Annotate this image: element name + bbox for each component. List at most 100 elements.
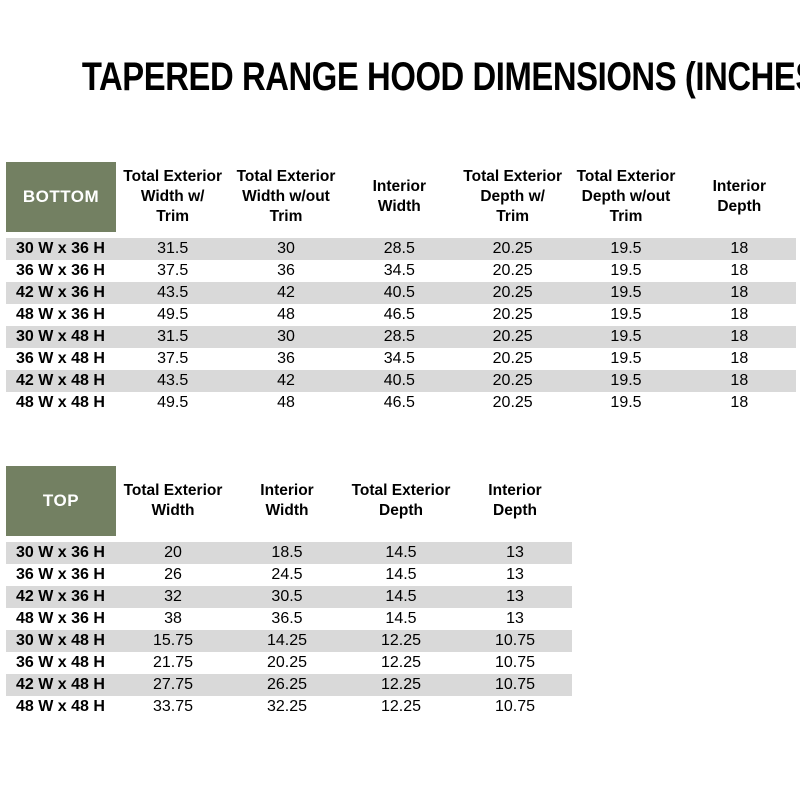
value-cell: 14.25 [266,632,308,649]
value-cell: 13 [506,566,524,583]
table-row: 36 W x 48 H 37.5 36 34.5 20.25 19.5 18 [6,348,796,370]
value-cell: 20 [164,544,182,561]
value-cell: 10.75 [494,632,536,649]
value-cell: 20.25 [492,328,533,345]
table-row: 42 W x 48 H 27.75 26.25 12.25 10.75 [6,674,572,696]
value-cell: 19.5 [610,306,642,323]
value-cell: 30.5 [271,588,303,605]
row-label: 36 W x 48 H [16,654,105,671]
row-label: 30 W x 36 H [16,544,105,561]
value-cell: 14.5 [385,588,417,605]
value-cell: 20.25 [492,350,533,367]
column-header: Total Exterior Width w/out Trim [236,167,336,226]
value-cell: 18 [730,284,749,301]
value-cell: 36 [277,350,295,367]
column-header: Total Exterior Depth w/Trim [463,167,563,226]
column-header: Total Exterior Depth w/out Trim [576,167,676,226]
value-cell: 36.5 [271,610,303,627]
value-cell: 10.75 [494,654,536,671]
value-cell: 42 [277,284,295,301]
value-cell: 32.25 [266,698,308,715]
column-header: Interior Width [260,481,314,519]
value-cell: 20.25 [492,394,533,411]
value-cell: 49.5 [157,394,189,411]
value-cell: 18 [730,306,749,323]
table-row: 36 W x 48 H 21.75 20.25 12.25 10.75 [6,652,572,674]
value-cell: 12.25 [380,698,422,715]
value-cell: 20.25 [492,372,533,389]
table-row: 30 W x 36 H 20 18.5 14.5 13 [6,542,572,564]
table-row: 48 W x 36 H 38 36.5 14.5 13 [6,608,572,630]
value-cell: 18 [730,328,749,345]
table-row: 48 W x 48 H 49.5 48 46.5 20.25 19.5 18 [6,392,796,414]
page-title-text: TAPERED RANGE HOOD DIMENSIONS (INCHES) [81,55,800,99]
value-cell: 31.5 [157,240,189,257]
value-cell: 20.25 [492,306,533,323]
value-cell: 38 [164,610,182,627]
value-cell: 18 [730,240,749,257]
value-cell: 48 [277,394,295,411]
value-cell: 13 [506,610,524,627]
row-label: 48 W x 36 H [16,610,105,627]
table-row: 30 W x 48 H 15.75 14.25 12.25 10.75 [6,630,572,652]
value-cell: 28.5 [383,328,415,345]
column-header: Total Exterior Width [123,481,223,519]
value-cell: 20.25 [266,654,308,671]
table-row: 48 W x 36 H 49.5 48 46.5 20.25 19.5 18 [6,304,796,326]
value-cell: 12.25 [380,676,422,693]
value-cell: 13 [506,544,524,561]
value-cell: 37.5 [157,262,189,279]
value-cell: 37.5 [157,350,189,367]
row-label: 48 W x 48 H [16,698,105,715]
column-header: Total Exterior Depth [351,481,451,519]
column-header: Total Exterior Width w/Trim [123,167,223,226]
value-cell: 33.75 [152,698,194,715]
top-dimensions-table: TOP Total Exterior Width Interior Width Total… [6,466,572,718]
row-label: 36 W x 36 H [16,262,105,279]
value-cell: 46.5 [383,306,415,323]
value-cell: 19.5 [610,350,642,367]
row-label: 48 W x 36 H [16,306,105,323]
value-cell: 43.5 [157,284,189,301]
value-cell: 15.75 [152,632,194,649]
row-label: 30 W x 36 H [16,240,105,257]
value-cell: 40.5 [383,372,415,389]
value-cell: 18 [730,372,749,389]
value-cell: 20.25 [492,284,533,301]
value-cell: 14.5 [385,610,417,627]
bottom-dimensions-table: BOTTOM Total Exterior Width w/Trim Total Ex… [6,162,796,414]
value-cell: 32 [164,588,182,605]
value-cell: 19.5 [610,372,642,389]
table-row: 30 W x 36 H 31.5 30 28.5 20.25 19.5 18 [6,238,796,260]
value-cell: 26 [164,566,182,583]
row-label: 42 W x 48 H [16,372,105,389]
row-label: 30 W x 48 H [16,632,105,649]
value-cell: 12.25 [380,632,422,649]
table-corner-label: BOTTOM [6,162,116,232]
table-header-row: TOP Total Exterior Width Interior Width Total… [6,466,572,536]
row-label: 48 W x 48 H [16,394,105,411]
value-cell: 21.75 [152,654,194,671]
value-cell: 27.75 [152,676,194,693]
table-row: 30 W x 48 H 31.5 30 28.5 20.25 19.5 18 [6,326,796,348]
value-cell: 24.5 [271,566,303,583]
value-cell: 13 [506,588,524,605]
table-corner-label: TOP [6,466,116,536]
value-cell: 48 [277,306,295,323]
page-title: TAPERED RANGE HOOD DIMENSIONS (INCHES) [0,55,800,100]
value-cell: 19.5 [610,240,642,257]
value-cell: 34.5 [383,262,415,279]
value-cell: 10.75 [494,698,536,715]
value-cell: 14.5 [385,566,417,583]
value-cell: 10.75 [494,676,536,693]
value-cell: 20.25 [492,262,533,279]
table-row: 42 W x 36 H 32 30.5 14.5 13 [6,586,572,608]
value-cell: 43.5 [157,372,189,389]
value-cell: 46.5 [383,394,415,411]
value-cell: 40.5 [383,284,415,301]
value-cell: 19.5 [610,284,642,301]
value-cell: 12.25 [380,654,422,671]
value-cell: 34.5 [383,350,415,367]
value-cell: 14.5 [385,544,417,561]
